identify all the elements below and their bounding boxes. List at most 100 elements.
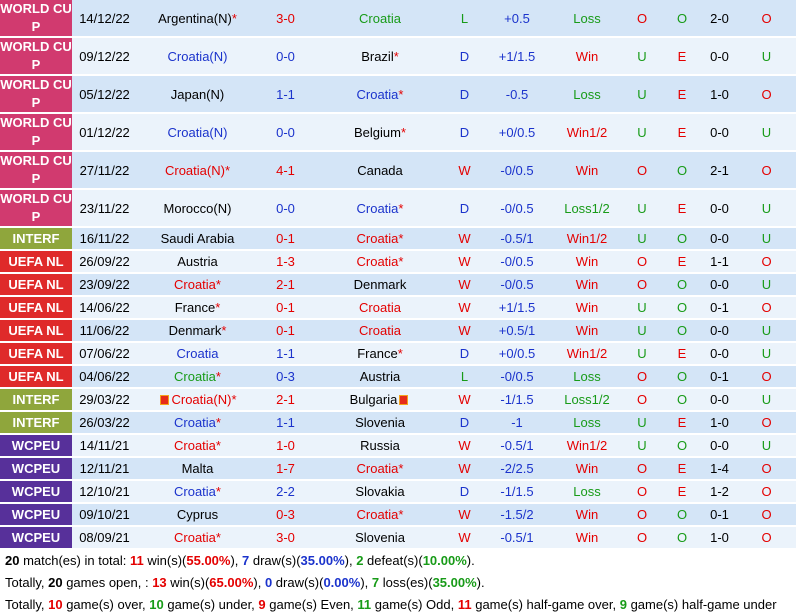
home-team-cell[interactable]: Saudi Arabia xyxy=(137,228,258,251)
away-team-name[interactable]: Slovenia xyxy=(355,415,405,430)
home-team-cell[interactable]: Croatia xyxy=(137,343,258,366)
league-badge[interactable]: UEFA NL xyxy=(0,274,72,297)
league-badge[interactable]: INTERF xyxy=(0,228,72,251)
away-team-cell[interactable]: Denmark xyxy=(313,274,447,297)
home-team-name[interactable]: Croatia xyxy=(174,277,216,292)
home-team-cell[interactable]: Croatia* xyxy=(137,274,258,297)
away-team-cell[interactable]: Croatia* xyxy=(313,504,447,527)
league-badge[interactable]: UEFA NL xyxy=(0,343,72,366)
away-team-cell[interactable]: Croatia xyxy=(313,320,447,343)
league-badge[interactable]: WORLD CUP xyxy=(0,190,72,228)
league-badge[interactable]: UEFA NL xyxy=(0,320,72,343)
home-team-cell[interactable]: Croatia(N) xyxy=(137,114,258,152)
match-score[interactable]: 1-3 xyxy=(258,251,313,274)
away-team-name[interactable]: Croatia xyxy=(359,10,401,26)
match-score[interactable]: 1-1 xyxy=(258,412,313,435)
away-team-cell[interactable]: Croatia* xyxy=(313,458,447,481)
league-badge[interactable]: WCPEU xyxy=(0,435,72,458)
league-badge[interactable]: WORLD CUP xyxy=(0,38,72,76)
home-team-name[interactable]: Croatia(N) xyxy=(167,124,228,140)
match-score[interactable]: 2-1 xyxy=(258,274,313,297)
home-team-name[interactable]: Denmark xyxy=(168,323,222,338)
away-team-name[interactable]: France xyxy=(357,346,398,361)
home-team-name[interactable]: Cyprus xyxy=(176,507,219,522)
match-score[interactable]: 0-3 xyxy=(258,366,313,389)
away-team-cell[interactable]: Belgium* xyxy=(313,114,447,152)
away-team-name[interactable]: Brazil xyxy=(361,48,394,64)
home-team-cell[interactable]: Japan(N) xyxy=(137,76,258,114)
home-team-name[interactable]: France xyxy=(174,300,216,315)
league-badge[interactable]: WCPEU xyxy=(0,481,72,504)
match-score[interactable]: 0-0 xyxy=(258,114,313,152)
home-team-cell[interactable]: Croatia* xyxy=(137,435,258,458)
match-score[interactable]: 2-2 xyxy=(258,481,313,504)
home-team-cell[interactable]: Cyprus xyxy=(137,504,258,527)
league-badge[interactable]: UEFA NL xyxy=(0,366,72,389)
match-score[interactable]: 1-7 xyxy=(258,458,313,481)
home-team-name[interactable]: Croatia xyxy=(174,369,216,384)
league-badge[interactable]: WCPEU xyxy=(0,458,72,481)
league-badge[interactable]: WORLD CUP xyxy=(0,76,72,114)
away-team-cell[interactable]: France* xyxy=(313,343,447,366)
league-badge[interactable]: INTERF xyxy=(0,412,72,435)
away-team-cell[interactable]: Canada xyxy=(313,152,447,190)
league-badge[interactable]: WORLD CUP xyxy=(0,152,72,190)
away-team-cell[interactable]: Austria xyxy=(313,366,447,389)
league-badge[interactable]: INTERF xyxy=(0,389,72,412)
away-team-cell[interactable]: Croatia* xyxy=(313,228,447,251)
home-team-cell[interactable]: Croatia(N)* xyxy=(137,152,258,190)
away-team-cell[interactable]: Croatia* xyxy=(313,251,447,274)
home-team-name[interactable]: Austria xyxy=(177,254,218,269)
home-team-cell[interactable]: Croatia(N)* xyxy=(137,389,258,412)
away-team-name[interactable]: Croatia xyxy=(356,200,399,216)
match-score[interactable]: 1-1 xyxy=(258,343,313,366)
league-badge[interactable]: WORLD CUP xyxy=(0,0,72,38)
away-team-name[interactable]: Denmark xyxy=(353,277,407,292)
match-score[interactable]: 1-0 xyxy=(258,435,313,458)
league-badge[interactable]: UEFA NL xyxy=(0,297,72,320)
away-team-name[interactable]: Croatia xyxy=(356,507,399,522)
home-team-name[interactable]: Croatia(N) xyxy=(167,48,228,64)
away-team-name[interactable]: Slovakia xyxy=(355,484,405,499)
home-team-name[interactable]: Croatia(N) xyxy=(171,392,232,407)
away-team-name[interactable]: Russia xyxy=(360,438,400,453)
home-team-cell[interactable]: Austria xyxy=(137,251,258,274)
home-team-cell[interactable]: Argentina(N)* xyxy=(137,0,258,38)
league-badge[interactable]: WCPEU xyxy=(0,504,72,527)
home-team-cell[interactable]: Morocco(N) xyxy=(137,190,258,228)
away-team-cell[interactable]: Brazil* xyxy=(313,38,447,76)
home-team-name[interactable]: Japan(N) xyxy=(170,86,225,102)
home-team-name[interactable]: Morocco(N) xyxy=(163,200,232,216)
home-team-name[interactable]: Croatia(N) xyxy=(164,162,225,178)
away-team-cell[interactable]: Croatia xyxy=(313,0,447,38)
home-team-name[interactable]: Croatia xyxy=(176,346,219,361)
home-team-cell[interactable]: France* xyxy=(137,297,258,320)
away-team-cell[interactable]: Russia xyxy=(313,435,447,458)
home-team-cell[interactable]: Croatia* xyxy=(137,527,258,550)
away-team-name[interactable]: Croatia xyxy=(356,461,399,476)
away-team-cell[interactable]: Slovenia xyxy=(313,527,447,550)
away-team-cell[interactable]: Bulgaria xyxy=(313,389,447,412)
home-team-cell[interactable]: Malta xyxy=(137,458,258,481)
match-score[interactable]: 1-1 xyxy=(258,76,313,114)
match-score[interactable]: 0-0 xyxy=(258,38,313,76)
home-team-cell[interactable]: Croatia* xyxy=(137,412,258,435)
home-team-name[interactable]: Malta xyxy=(181,461,214,476)
league-badge[interactable]: UEFA NL xyxy=(0,251,72,274)
away-team-name[interactable]: Bulgaria xyxy=(349,392,398,407)
match-score[interactable]: 3-0 xyxy=(258,527,313,550)
match-score[interactable]: 4-1 xyxy=(258,152,313,190)
away-team-name[interactable]: Belgium xyxy=(353,124,401,140)
home-team-cell[interactable]: Croatia* xyxy=(137,366,258,389)
away-team-name[interactable]: Croatia xyxy=(356,231,399,246)
match-score[interactable]: 2-1 xyxy=(258,389,313,412)
away-team-cell[interactable]: Slovenia xyxy=(313,412,447,435)
away-team-name[interactable]: Croatia xyxy=(359,323,401,338)
match-score[interactable]: 0-3 xyxy=(258,504,313,527)
away-team-name[interactable]: Croatia xyxy=(356,86,399,102)
away-team-name[interactable]: Austria xyxy=(359,369,401,384)
away-team-cell[interactable]: Croatia* xyxy=(313,76,447,114)
home-team-cell[interactable]: Croatia* xyxy=(137,481,258,504)
away-team-cell[interactable]: Croatia* xyxy=(313,190,447,228)
away-team-cell[interactable]: Croatia xyxy=(313,297,447,320)
